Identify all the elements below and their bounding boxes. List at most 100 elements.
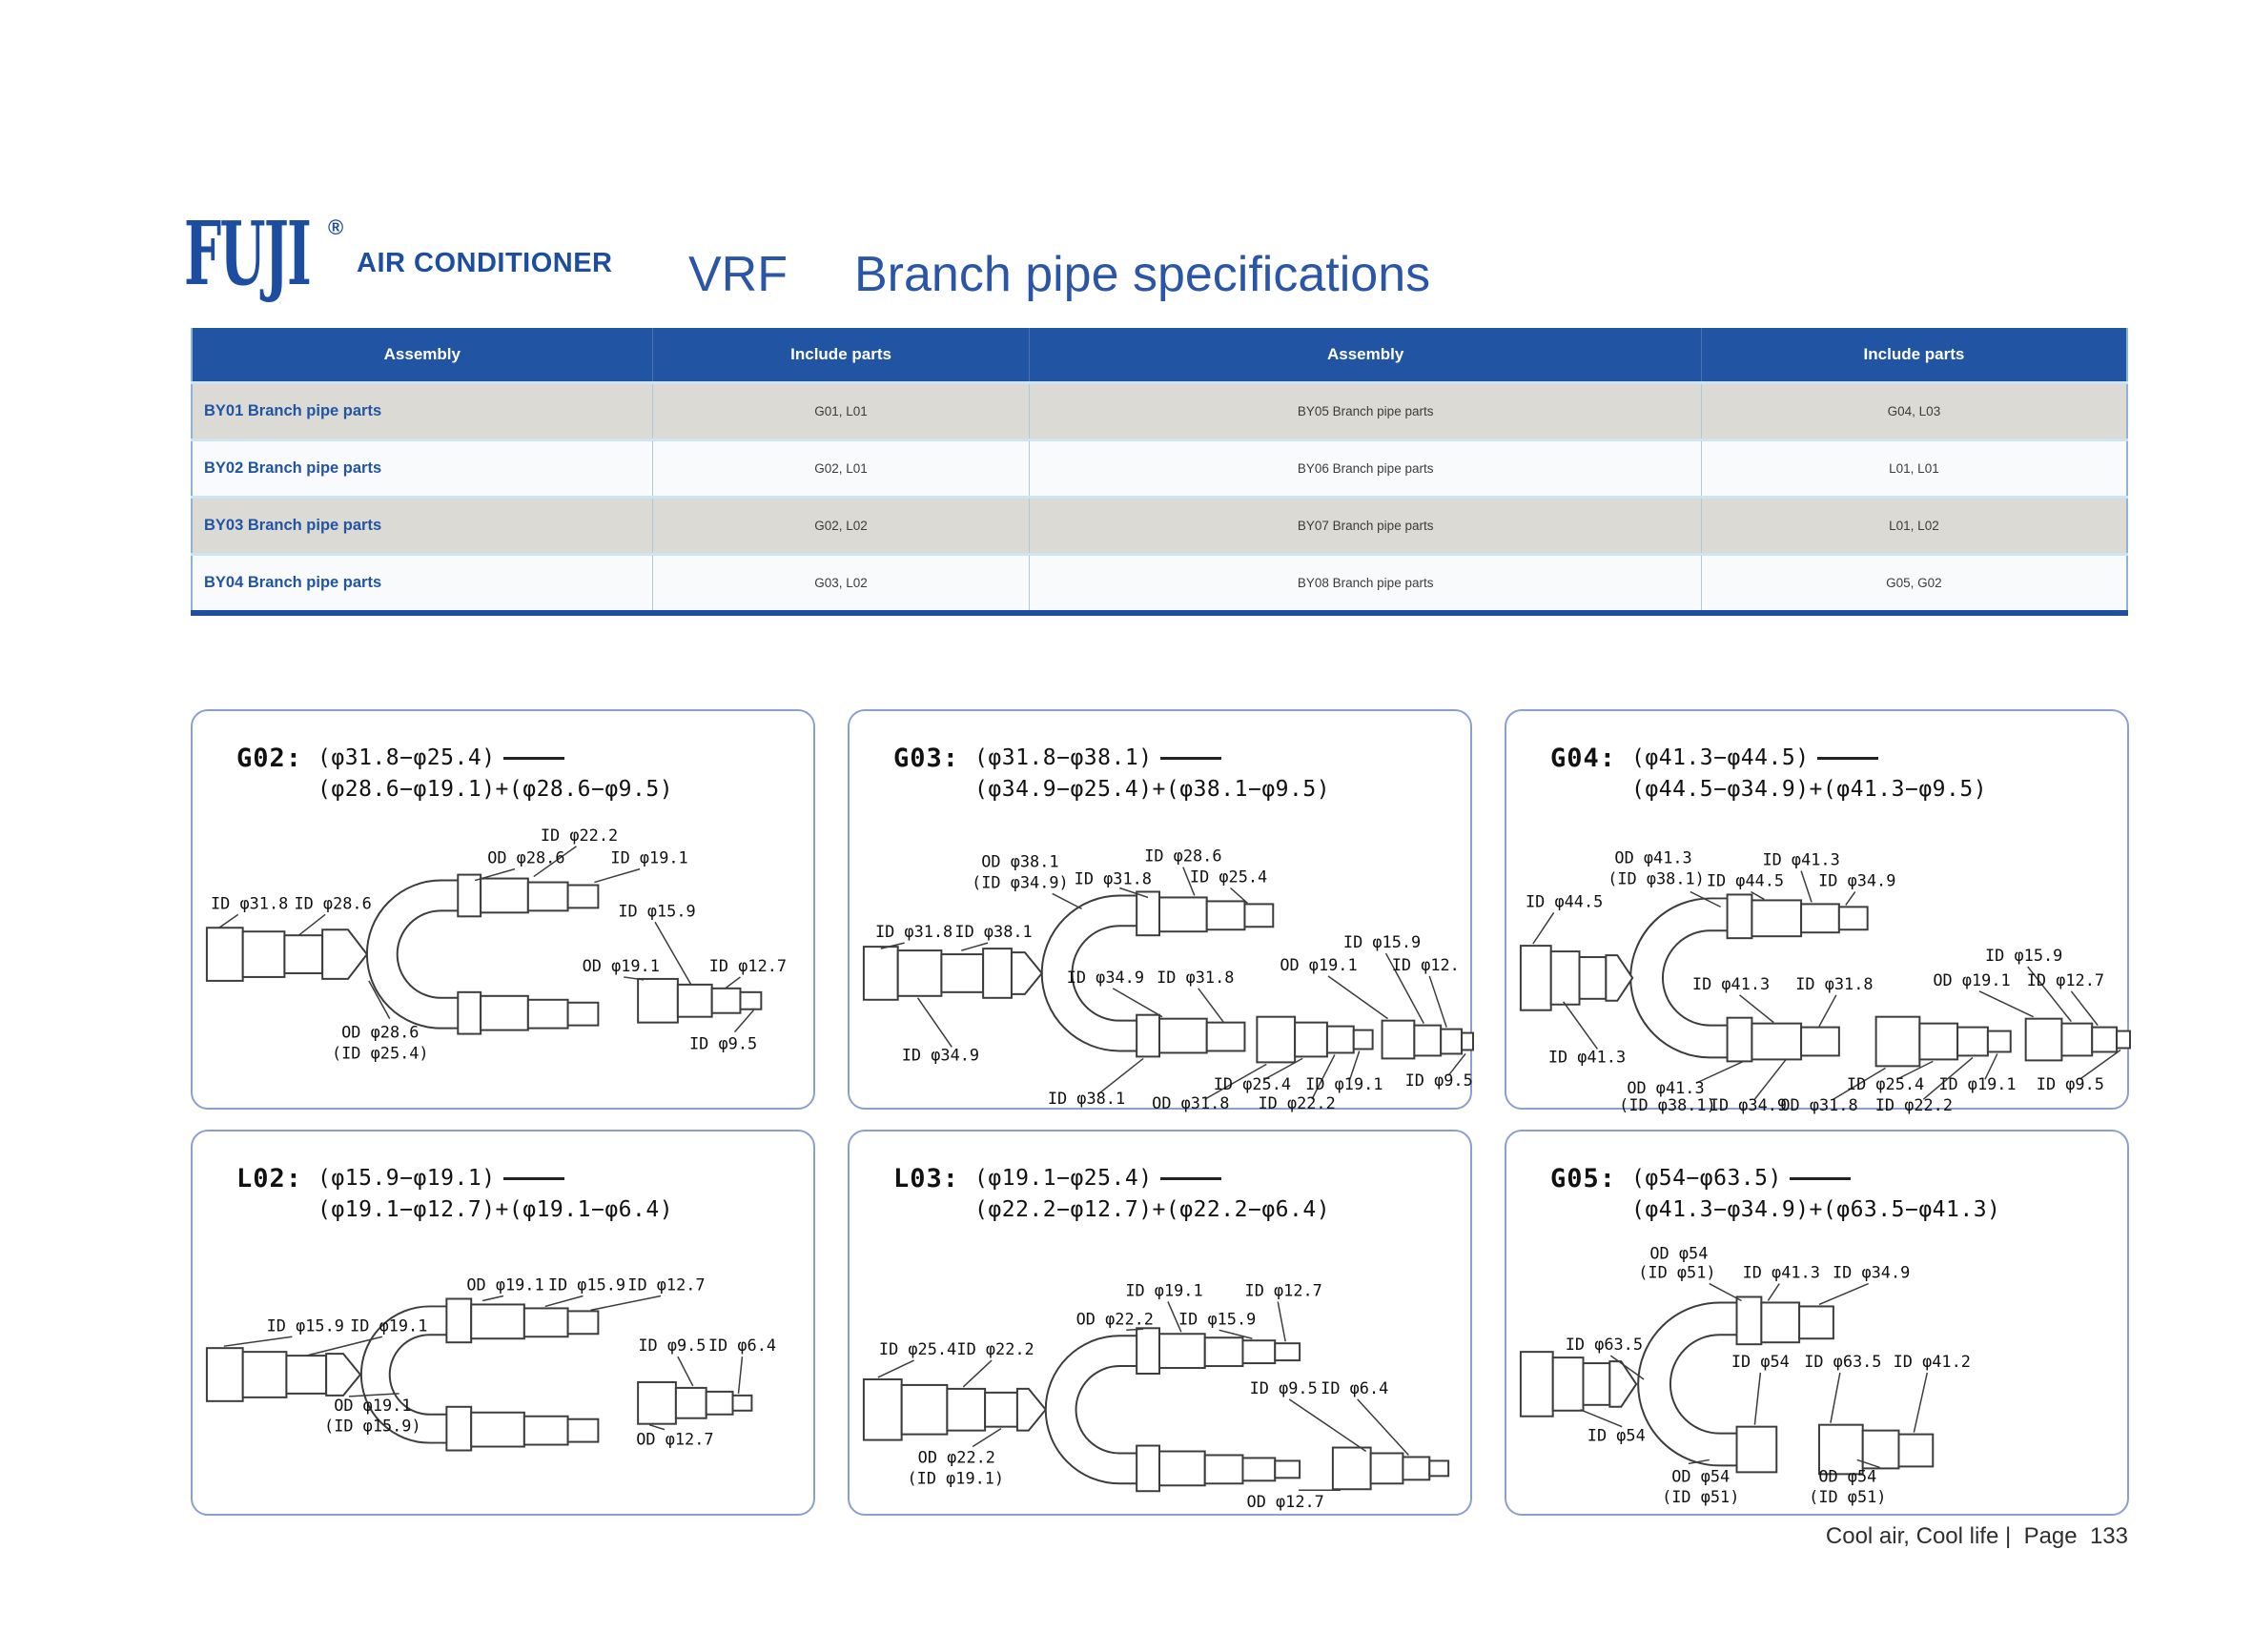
dim-label: ID φ12.7 xyxy=(1245,1281,1322,1300)
dim-label: ID φ19.1 xyxy=(1938,1074,2016,1093)
dim-label: ID φ31.8 xyxy=(1157,968,1234,987)
formula-line2: (φ44.5−φ34.9)+(φ41.3−φ9.5) xyxy=(1631,777,1988,802)
col-include-right: Include parts xyxy=(1701,328,2127,383)
parts-cell: G05, G02 xyxy=(1701,553,2127,613)
dim-label: OD φ41.3 xyxy=(1627,1078,1704,1097)
assembly-cell: BY04 Branch pipe parts xyxy=(192,553,653,613)
dim-label: OD φ31.8 xyxy=(1780,1095,1857,1114)
parts-cell: G02, L01 xyxy=(652,438,1031,498)
dim-label: ID φ44.5 xyxy=(1526,891,1603,910)
part-code: G05: xyxy=(1550,1164,1617,1193)
dim-label: (ID φ15.9) xyxy=(324,1417,421,1436)
formula-line2: (φ34.9−φ25.4)+(φ38.1−φ9.5) xyxy=(974,777,1331,802)
dim-label: ID φ12.7 xyxy=(627,1275,705,1295)
formula-line2: (φ19.1−φ12.7)+(φ19.1−φ6.4) xyxy=(317,1197,674,1222)
dim-label: ID φ63.5 xyxy=(1566,1335,1643,1354)
dim-label: ID φ41.2 xyxy=(1894,1352,1971,1371)
dim-label: ID φ15.9 xyxy=(1178,1309,1256,1328)
dim-label: OD φ12.7 xyxy=(1247,1492,1324,1511)
dim-label: ID φ25.4 xyxy=(1847,1074,1924,1093)
dim-label: ID φ34.9 xyxy=(902,1045,979,1064)
assembly-cell: BY01 Branch pipe parts xyxy=(192,381,653,440)
dim-label: ID φ9.5 xyxy=(2037,1074,2104,1093)
dim-label: (ID φ51) xyxy=(1809,1487,1886,1506)
part-code: L02: xyxy=(236,1164,303,1193)
dim-label: ID φ9.5 xyxy=(1250,1378,1318,1397)
dim-label: ID φ31.8 xyxy=(1075,869,1152,888)
dim-label: ID φ34.9 xyxy=(1067,968,1144,987)
panel-l03: L03: (φ19.1−φ25.4) (φ22.2−φ12.7)+(φ22.2−… xyxy=(848,1130,1472,1516)
table-row: BY04 Branch pipe parts G03, L02 BY08 Bra… xyxy=(192,553,2127,613)
spec-table: Assembly Include parts Assembly Include … xyxy=(191,328,2128,616)
assembly-cell: BY02 Branch pipe parts xyxy=(192,438,653,498)
dim-label: ID φ15.9 xyxy=(618,901,695,920)
dim-label: ID φ19.1 xyxy=(350,1315,427,1335)
panel-title: G03: (φ31.8−φ38.1) (φ34.9−φ25.4)+(φ38.1−… xyxy=(893,744,1330,804)
table-row: BY01 Branch pipe parts G01, L01 BY05 Bra… xyxy=(192,381,2127,440)
dash-line xyxy=(1159,757,1221,760)
dim-label: ID φ38.1 xyxy=(1048,1089,1125,1108)
dim-label: OD φ54 xyxy=(1818,1466,1876,1485)
dim-label: OD φ19.1 xyxy=(1280,955,1357,974)
dim-label: ID φ15.9 xyxy=(1343,932,1421,951)
parts-cell: G04, L03 xyxy=(1701,381,2127,440)
dim-label: ID φ19.1 xyxy=(1125,1281,1202,1300)
parts-cell: G02, L02 xyxy=(652,496,1031,555)
panel-title: L02: (φ15.9−φ19.1) (φ19.1−φ12.7)+(φ19.1−… xyxy=(236,1164,673,1224)
part-code: L03: xyxy=(893,1164,960,1193)
page-footer: Cool air, Cool life | Page 133 xyxy=(1825,1523,2128,1549)
dim-label: OD φ19.1 xyxy=(466,1275,543,1295)
product-name: VRF xyxy=(688,247,788,302)
panel-title: G02: (φ31.8−φ25.4) (φ28.6−φ19.1)+(φ28.6−… xyxy=(236,744,673,804)
dim-label: ID φ54 xyxy=(1731,1352,1790,1371)
dash-line xyxy=(502,1177,564,1180)
dim-label: (ID φ51) xyxy=(1638,1263,1715,1282)
panel-title: L03: (φ19.1−φ25.4) (φ22.2−φ12.7)+(φ22.2−… xyxy=(893,1164,1330,1224)
dash-line xyxy=(1789,1177,1851,1180)
dim-label: ID φ41.3 xyxy=(1743,1263,1820,1282)
branch-pipe-diagram-g05: OD φ54 (ID φ51) ID φ41.3 ID φ34.9 ID φ63… xyxy=(1519,1244,1971,1506)
assembly-cell: BY05 Branch pipe parts xyxy=(1029,381,1702,440)
dim-label: ID φ15.9 xyxy=(1985,946,2062,965)
table-header-row: Assembly Include parts Assembly Include … xyxy=(192,328,2127,383)
dim-label: ID φ12.7 xyxy=(2027,970,2104,989)
formula-line1: (φ31.8−φ38.1) xyxy=(974,744,1330,772)
dim-label: OD φ54 xyxy=(1649,1244,1708,1263)
dim-label: OD φ38.1 xyxy=(981,852,1058,871)
dim-label: ID φ41.3 xyxy=(1692,974,1770,993)
branch-pipe-diagram-g02: ID φ22.2 OD φ28.6 ID φ19.1 ID φ31.8 ID φ… xyxy=(205,826,787,1062)
dash-line xyxy=(502,757,564,760)
dim-label: ID φ34.9 xyxy=(1833,1263,1910,1282)
parts-cell: G01, L01 xyxy=(652,381,1031,440)
diagram-panel-grid: G02: (φ31.8−φ25.4) (φ28.6−φ19.1)+(φ28.6−… xyxy=(191,709,2131,1516)
dim-label: (ID φ25.4) xyxy=(332,1043,429,1062)
dim-label: OD φ12.7 xyxy=(636,1430,713,1449)
dim-label: ID φ28.6 xyxy=(294,893,371,912)
dim-label: (ID φ38.1) xyxy=(1619,1095,1716,1114)
dim-label: ID φ38.1 xyxy=(954,922,1032,941)
formula-line2: (φ41.3−φ34.9)+(φ63.5−φ41.3) xyxy=(1631,1197,2001,1222)
dim-label: OD φ28.6 xyxy=(487,848,564,867)
branch-pipe-diagram-g04: OD φ41.3 (ID φ38.1) ID φ44.5 ID φ41.3 ID… xyxy=(1519,848,2131,1114)
dim-label: ID φ54 xyxy=(1587,1426,1646,1445)
dim-label: ID φ31.8 xyxy=(1795,974,1873,993)
assembly-cell: BY06 Branch pipe parts xyxy=(1029,438,1702,498)
page-title: Branch pipe specifications xyxy=(854,247,1431,302)
dim-label: ID φ19.1 xyxy=(610,848,687,867)
dim-label: (ID φ38.1) xyxy=(1608,869,1705,888)
dim-label: ID φ34.9 xyxy=(1710,1095,1787,1114)
formula-line1: (φ15.9−φ19.1) xyxy=(317,1164,673,1193)
dim-label: ID φ28.6 xyxy=(1144,846,1221,866)
registered-mark: ® xyxy=(328,215,344,239)
panel-title: G05: (φ54−φ63.5) (φ41.3−φ34.9)+(φ63.5−φ4… xyxy=(1550,1164,2000,1224)
panel-l02: L02: (φ15.9−φ19.1) (φ19.1−φ12.7)+(φ19.1−… xyxy=(191,1130,815,1516)
assembly-cell: BY07 Branch pipe parts xyxy=(1029,496,1702,555)
dim-label: ID φ15.9 xyxy=(548,1275,625,1295)
table-row: BY03 Branch pipe parts G02, L02 BY07 Bra… xyxy=(192,496,2127,555)
panel-g04: G04: (φ41.3−φ44.5) (φ44.5−φ34.9)+(φ41.3−… xyxy=(1505,709,2131,1114)
fuji-logo: FUJI xyxy=(184,202,312,305)
dim-label: OD φ31.8 xyxy=(1152,1093,1229,1112)
panel-g02: G02: (φ31.8−φ25.4) (φ28.6−φ19.1)+(φ28.6−… xyxy=(191,709,815,1110)
dim-label: ID φ15.9 xyxy=(267,1315,344,1335)
branch-pipe-diagram-g03: OD φ38.1 (ID φ34.9) ID φ31.8 ID φ28.6 ID… xyxy=(862,846,1474,1112)
